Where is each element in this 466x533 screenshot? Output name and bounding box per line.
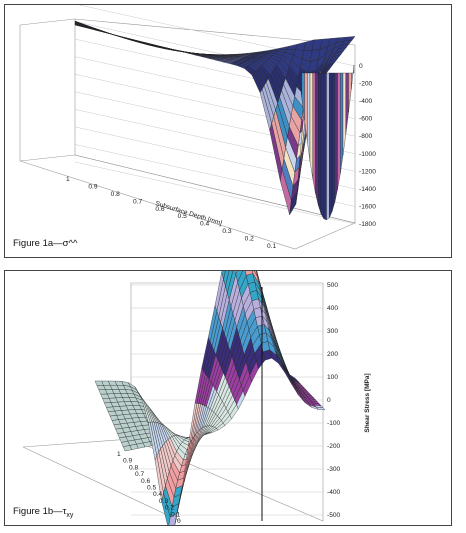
x-tick-label: 0.7 xyxy=(133,198,142,205)
x-tick-label: 0.3 xyxy=(222,228,231,235)
x-tick-label: 0.2 xyxy=(165,505,174,512)
surface-slice-patch xyxy=(329,72,333,218)
figure-1a-caption: Figure 1a—σ^^ xyxy=(13,238,78,249)
surface-patch xyxy=(237,271,247,291)
wall-gridline xyxy=(74,161,356,225)
surface-patch xyxy=(225,271,233,294)
figure-1b-surface xyxy=(94,271,326,525)
figure-1a-surface xyxy=(74,20,356,221)
surface-slice-patch xyxy=(345,72,349,135)
z-tick-label: -200 xyxy=(359,81,373,88)
figure-1b-z-axis-title: Shear Stress [MPa] xyxy=(364,373,371,432)
x-tick-label: 0.8 xyxy=(129,464,138,471)
surface-patch xyxy=(221,271,226,280)
figure-1a-wall-gridlines xyxy=(74,5,356,225)
surface-slice-patch xyxy=(326,72,330,221)
z-tick-label: -1200 xyxy=(359,168,376,175)
z-tick-label: -300 xyxy=(327,466,341,473)
x-tick-label: 1 xyxy=(117,451,121,458)
z-tick-label: 500 xyxy=(327,282,338,289)
surface-patch xyxy=(288,373,298,381)
surface-slice-patch xyxy=(309,72,313,179)
surface-slice-patch xyxy=(342,72,346,156)
surface-patch xyxy=(110,33,118,36)
wall-gridline xyxy=(74,144,356,207)
x-tick-label: 0.6 xyxy=(141,478,150,485)
figure-1b-z-ticks: 500 400 300 200 100 0 -100 -200 -300 -400 -500 xyxy=(327,282,341,519)
surface-slice-patch xyxy=(331,72,335,212)
x-tick-label: 1 xyxy=(66,176,70,183)
x-tick-label: 0.9 xyxy=(88,183,97,190)
x-tick-label: 0.1 xyxy=(171,511,180,518)
x-tick-label: 0.8 xyxy=(111,191,120,198)
floor xyxy=(19,154,356,250)
surface-slice-patch xyxy=(315,72,319,206)
z-tick-label: -100 xyxy=(327,420,341,427)
x-tick-label: 0.5 xyxy=(178,213,187,220)
z-tick-label: 300 xyxy=(327,328,338,335)
surface-patch xyxy=(234,271,238,275)
z-tick-label: -1000 xyxy=(359,151,376,158)
surface-patch xyxy=(245,271,254,276)
figure-1b-x-ticks: 10.90.80.70.60.50.40.30.20.10 xyxy=(117,451,181,525)
z-tick-label: 100 xyxy=(327,374,338,381)
surface-patch xyxy=(127,382,138,391)
z-tick-label: -1800 xyxy=(359,221,376,228)
z-tick-label: 200 xyxy=(327,351,338,358)
z-tick-label: 0 xyxy=(359,63,363,70)
z-tick-label: -800 xyxy=(359,133,373,140)
surface-slice-patch xyxy=(337,72,341,190)
x-tick-label: 0.5 xyxy=(147,485,156,492)
figure-1a-x-ticks: 1 0.9 0.8 0.7 0.6 0.5 0.4 0.3 0.2 0.1 xyxy=(66,176,276,250)
figure-1a-z-ticks: 0 -200 -400 -600 -800 -1000 -1200 -1400 -1600 -18… xyxy=(359,63,376,228)
x-tick-label: 0.4 xyxy=(200,221,209,228)
x-tick-label: 0.9 xyxy=(123,458,132,465)
figure-1a-frame xyxy=(19,18,356,250)
z-tick-label: 0 xyxy=(327,397,331,404)
surface-slice-patch xyxy=(348,72,352,113)
surface-slice-patch xyxy=(320,72,324,220)
x-tick-label: 0 xyxy=(177,518,181,525)
figure-1a-plot: 0 -200 -400 -600 -800 -1000 -1200 -1400 -1600 -18… xyxy=(19,5,376,250)
surface-slice-patch xyxy=(307,72,311,162)
wall-gridline xyxy=(74,109,356,172)
surface-slice-patch xyxy=(318,72,322,214)
z-tick-label: -500 xyxy=(327,512,341,519)
wall-gridline xyxy=(74,126,356,190)
surface-patch xyxy=(235,271,243,283)
x-tick-label: 0.7 xyxy=(135,471,144,478)
z-tick-label: -600 xyxy=(359,116,373,123)
z-tick-label: -400 xyxy=(327,489,341,496)
x-tick-label: 0.3 xyxy=(159,498,168,505)
z-tick-label: -1400 xyxy=(359,186,376,193)
z-tick-label: -400 xyxy=(359,98,373,105)
surface-slice-patch xyxy=(340,72,344,174)
figure-1b-caption: Figure 1b—τxy xyxy=(13,506,74,519)
figure-1a-panel: 0 -200 -400 -600 -800 -1000 -1200 -1400 -1600 -18… xyxy=(4,4,452,258)
z-tick-label: 400 xyxy=(327,305,338,312)
surface-slice-patch xyxy=(323,72,327,221)
surface-patch xyxy=(223,271,230,287)
surface-slice-patch xyxy=(351,64,355,90)
surface-patch xyxy=(227,271,236,301)
surface-patch xyxy=(161,493,171,525)
surface-slice-patch xyxy=(334,72,338,203)
surface-patch xyxy=(254,271,258,278)
figure-1b-panel: 500 400 300 200 100 0 -100 -200 -300 -400 -500 1 0.… xyxy=(4,270,452,526)
x-tick-label: 0.1 xyxy=(267,243,276,250)
z-tick-label: -200 xyxy=(327,443,341,450)
x-tick-label: 0.6 xyxy=(155,206,164,213)
x-tick-label: 0.2 xyxy=(245,236,254,243)
x-tick-label: 0.4 xyxy=(153,491,162,498)
z-tick-label: -1600 xyxy=(359,203,376,210)
figure-1a-x-axis-title: Subsurface Depth [mm] xyxy=(154,200,222,227)
surface-slice-patch xyxy=(312,72,316,194)
